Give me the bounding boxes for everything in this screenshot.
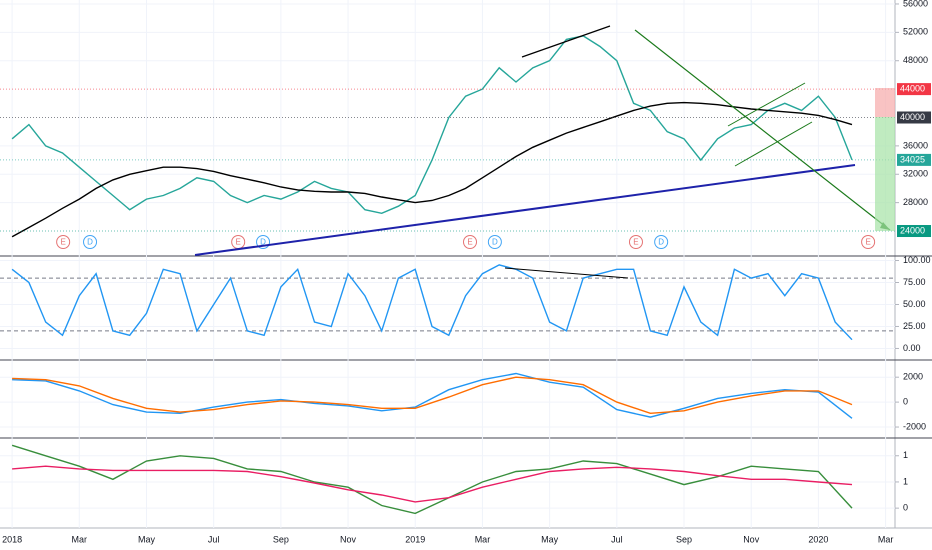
- event-label: D: [260, 238, 266, 247]
- x-tick-label: May: [541, 534, 559, 544]
- event-marker: [463, 235, 478, 249]
- event-marker: [628, 235, 643, 249]
- trend-line: [634, 29, 891, 231]
- risk-box: [875, 88, 895, 117]
- y-tick-label: 2000: [903, 372, 923, 382]
- series-line: [11, 101, 853, 238]
- price-badge: [897, 225, 931, 238]
- trend-line: [521, 25, 611, 58]
- y-tick-label: 1: [903, 450, 908, 460]
- price-badge-label: 40000: [900, 112, 925, 122]
- series-line: [12, 372, 853, 419]
- x-tick-label: 2019: [405, 534, 425, 544]
- y-tick-label: 25.00: [903, 321, 926, 331]
- price-badge: [897, 111, 931, 124]
- series-line: [11, 264, 853, 341]
- event-label: D: [492, 238, 498, 247]
- event-label: E: [467, 238, 472, 247]
- y-tick-label: 52000: [903, 27, 928, 37]
- event-label: E: [865, 238, 870, 247]
- y-tick-label: 48000: [903, 55, 928, 65]
- x-tick-label: Mar: [475, 534, 491, 544]
- x-tick-label: Nov: [340, 534, 357, 544]
- x-tick-label: 2018: [2, 534, 22, 544]
- y-tick-label: 1: [903, 476, 908, 486]
- y-tick-label: 75.00: [903, 277, 926, 287]
- y-tick-label: 56000: [903, 0, 928, 8]
- y-tick-label: 0: [903, 396, 908, 406]
- event-marker: [56, 235, 71, 249]
- x-tick-label: Sep: [676, 534, 692, 544]
- y-tick-label: 28000: [903, 197, 928, 207]
- y-tick-label: -2000: [903, 421, 926, 431]
- trend-line: [504, 267, 629, 279]
- y-tick-label: 100.00: [903, 255, 931, 265]
- y-tick-label: 0.00: [903, 343, 921, 353]
- series-line: [11, 444, 853, 515]
- channel-line: [734, 121, 813, 167]
- x-tick-label: Jul: [611, 534, 623, 544]
- event-label: E: [236, 238, 241, 247]
- price-badge: [897, 153, 931, 166]
- y-tick-label: 36000: [903, 140, 928, 150]
- x-tick-label: Nov: [743, 534, 760, 544]
- series-line: [12, 376, 853, 415]
- x-tick-label: Jul: [208, 534, 220, 544]
- x-tick-label: May: [138, 534, 156, 544]
- event-label: E: [60, 238, 65, 247]
- x-tick-label: Mar: [72, 534, 88, 544]
- series-line: [12, 465, 853, 503]
- event-marker: [487, 235, 502, 249]
- y-tick-label: 0: [903, 503, 908, 513]
- x-tick-label: Sep: [273, 534, 289, 544]
- event-label: D: [658, 238, 664, 247]
- x-tick-label: Mar: [878, 534, 894, 544]
- event-label: E: [633, 238, 638, 247]
- y-tick-label: 50.00: [903, 299, 926, 309]
- event-label: D: [87, 238, 93, 247]
- y-tick-label: 32000: [903, 169, 928, 179]
- event-marker: [861, 235, 876, 249]
- event-marker: [654, 235, 669, 249]
- channel-line: [727, 82, 806, 127]
- event-marker: [83, 235, 98, 249]
- price-badge-label: 44000: [900, 83, 925, 93]
- x-tick-label: 2020: [808, 534, 828, 544]
- price-badge-label: 34025: [900, 154, 925, 164]
- reward-box: [875, 117, 895, 231]
- price-badge-label: 24000: [900, 225, 925, 235]
- trend-line: [194, 164, 856, 256]
- price-badge: [897, 83, 931, 96]
